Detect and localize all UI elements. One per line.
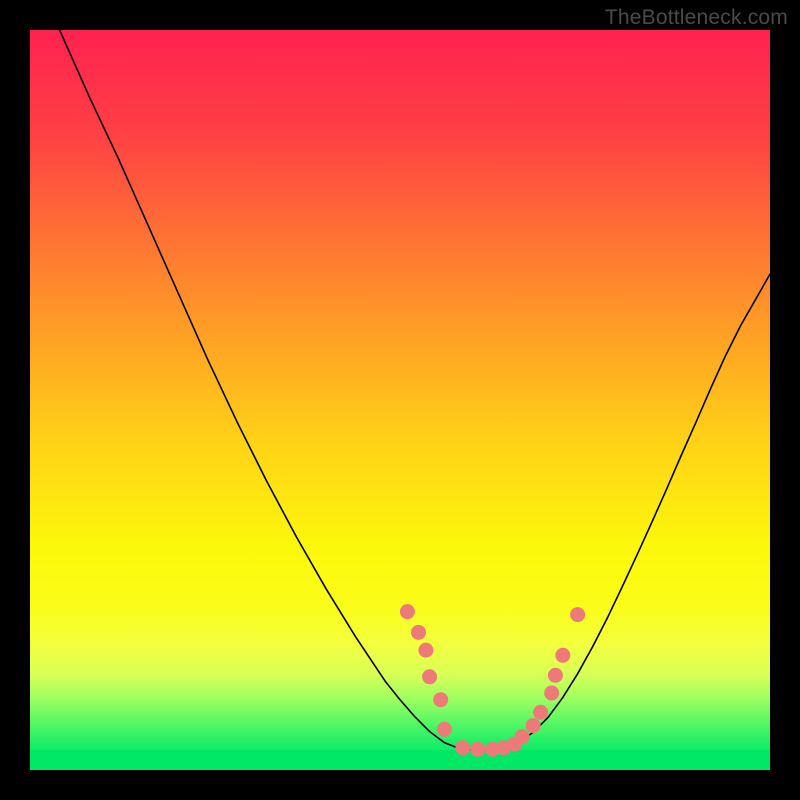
data-marker (533, 705, 548, 720)
watermark-text: TheBottleneck.com (605, 6, 788, 30)
data-marker (400, 604, 415, 619)
chart-svg-layer (30, 30, 770, 770)
plot-area (30, 30, 770, 770)
data-marker (470, 742, 485, 757)
bottleneck-curve (60, 30, 770, 750)
data-marker (526, 718, 541, 733)
data-marker (437, 722, 452, 737)
data-marker (455, 740, 470, 755)
data-marker (433, 692, 448, 707)
data-markers-group (400, 604, 585, 757)
data-marker (411, 625, 426, 640)
data-marker (544, 686, 559, 701)
data-marker (418, 643, 433, 658)
data-marker (555, 648, 570, 663)
data-marker (548, 668, 563, 683)
data-marker (570, 607, 585, 622)
data-marker (515, 729, 530, 744)
data-marker (422, 669, 437, 684)
